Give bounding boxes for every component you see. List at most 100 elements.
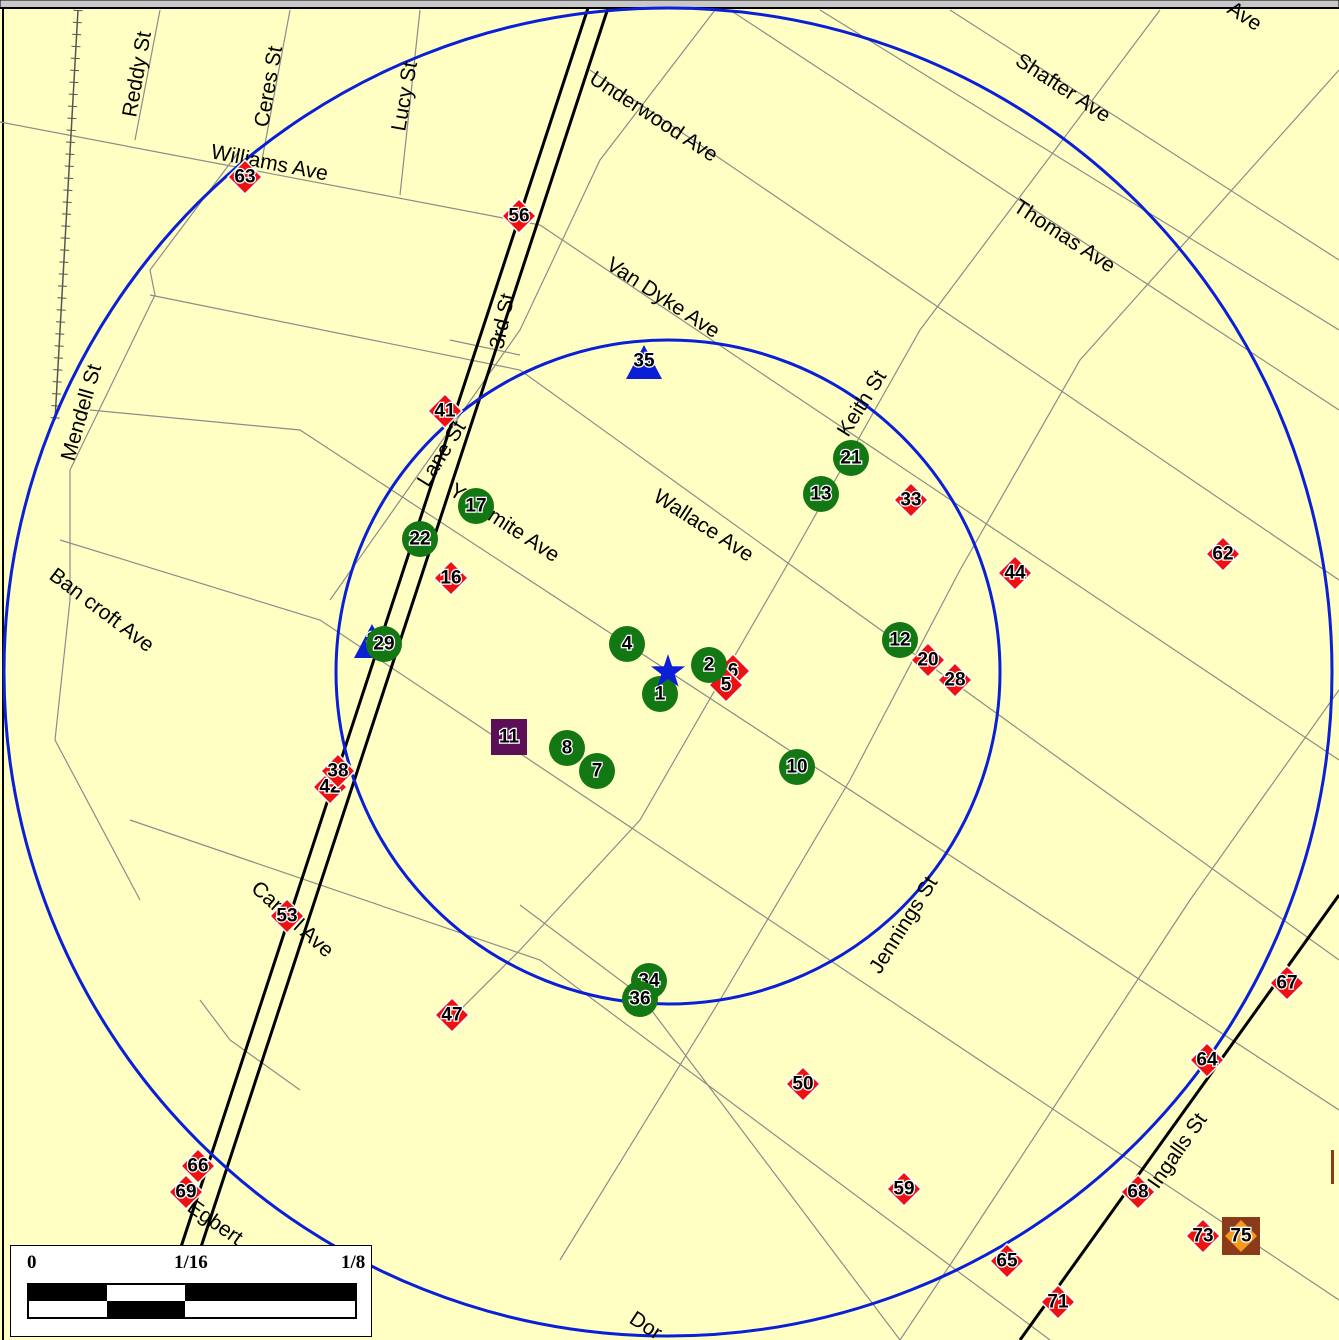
scale-bar-graphic	[27, 1283, 357, 1319]
green-marker-17[interactable]: 17	[458, 488, 494, 524]
green-marker-22[interactable]: 22	[402, 521, 438, 557]
green-circle-shape	[833, 440, 869, 476]
street-jennings	[559, 69, 1339, 1261]
marker-number: 47	[441, 1005, 462, 1026]
purple-square-shape	[491, 719, 527, 755]
red-diamond-shape	[432, 559, 470, 597]
marker-number: 75	[1230, 1226, 1252, 1247]
red-marker-71[interactable]: 71	[1039, 1283, 1077, 1321]
marker-number: 1	[655, 684, 666, 705]
marker-number: 64	[1196, 1050, 1218, 1071]
marker-number: 53	[276, 906, 297, 927]
green-circle-shape	[458, 488, 494, 524]
red-marker-63[interactable]: 63	[226, 158, 264, 196]
marker-number: 7	[592, 761, 603, 782]
green-circle-shape	[642, 676, 678, 712]
marker-number: 16	[440, 568, 461, 589]
red-diamond-shape	[268, 897, 306, 935]
green-circle-shape	[366, 626, 402, 662]
red-diamond-shape	[909, 641, 947, 679]
marker-number: 41	[434, 401, 456, 422]
green-marker-1[interactable]: 1	[642, 676, 678, 712]
scale-tick-0: 0	[27, 1252, 37, 1273]
red-marker-41[interactable]: 41	[426, 392, 464, 430]
street-ceres	[261, 9, 291, 161]
red-marker-66[interactable]: 66	[179, 1147, 217, 1185]
marker-number: 12	[889, 630, 910, 651]
red-diamond-shape	[1039, 1283, 1077, 1321]
radius-rings	[2, 6, 1334, 1338]
center-star-marker	[650, 654, 686, 687]
red-marker-20[interactable]: 20	[909, 641, 947, 679]
red-marker-68[interactable]: 68	[1119, 1173, 1157, 1211]
red-diamond-shape	[1204, 535, 1242, 573]
marker-number: 35	[633, 351, 655, 372]
marker-number: 33	[900, 490, 921, 511]
green-marker-12[interactable]: 12	[882, 622, 918, 658]
street-carroll	[129, 819, 1051, 1340]
green-marker-21[interactable]: 21	[833, 440, 869, 476]
red-marker-16[interactable]: 16	[432, 559, 470, 597]
red-marker-62[interactable]: 62	[1204, 535, 1242, 573]
orange-diamond-markers: 75	[1222, 1217, 1260, 1255]
green-marker-7[interactable]: 7	[579, 753, 615, 789]
star-icon[interactable]	[650, 654, 686, 687]
red-marker-67[interactable]: 67	[1268, 964, 1306, 1002]
green-circle-shape	[803, 476, 839, 512]
street-wallace	[89, 409, 1339, 1111]
marker-number: 29	[373, 634, 394, 655]
rail-line-b	[198, 7, 610, 1251]
square-marker-11[interactable]: 11	[491, 719, 527, 755]
red-diamond-shape	[179, 1147, 217, 1185]
red-marker-53[interactable]: 53	[268, 897, 306, 935]
green-circle-shape	[402, 521, 438, 557]
marker-number: 10	[786, 757, 807, 778]
street-short-sw	[199, 999, 301, 1091]
red-marker-59[interactable]: 59	[885, 1170, 923, 1208]
red-diamond-shape	[319, 752, 357, 790]
red-marker-47[interactable]: 47	[433, 996, 471, 1034]
marker-number: 20	[917, 650, 938, 671]
marker-number: 28	[944, 670, 965, 691]
red-diamond-shape	[426, 392, 464, 430]
marker-number: 38	[327, 761, 348, 782]
green-marker-13[interactable]: 13	[803, 476, 839, 512]
red-marker-65[interactable]: 65	[988, 1242, 1026, 1280]
red-marker-44[interactable]: 44	[996, 554, 1034, 592]
red-marker-50[interactable]: 50	[784, 1065, 822, 1103]
marker-number: 68	[1127, 1182, 1148, 1203]
green-marker-10[interactable]: 10	[779, 749, 815, 785]
red-diamond-shape	[1119, 1173, 1157, 1211]
green-marker-2[interactable]: 2	[691, 647, 727, 683]
red-marker-69[interactable]: 69	[167, 1173, 205, 1211]
orange-marker-75[interactable]: 75	[1222, 1217, 1260, 1255]
street-yosemite	[149, 294, 1339, 961]
green-marker-4[interactable]: 4	[609, 626, 645, 662]
marker-number: 50	[792, 1074, 813, 1095]
street-mendell	[54, 149, 241, 901]
red-diamond-shape	[1188, 1041, 1226, 1079]
green-marker-29[interactable]: 29	[366, 626, 402, 662]
inner-ring	[334, 338, 1002, 1006]
triangle-marker-35[interactable]: 35	[626, 345, 662, 379]
green-marker-36[interactable]: 36	[622, 981, 658, 1017]
scale-tick-1-8: 1/8	[341, 1252, 366, 1273]
marker-number: 56	[508, 206, 529, 227]
green-circle-shape	[579, 753, 615, 789]
red-marker-56[interactable]: 56	[500, 197, 538, 235]
red-marker-38[interactable]: 38	[319, 752, 357, 790]
red-diamond-shape	[936, 661, 974, 699]
green-marker-8[interactable]: 8	[549, 730, 585, 766]
red-diamond-shape	[784, 1065, 822, 1103]
marker-number: 22	[409, 529, 430, 550]
marker-number: 73	[1192, 1226, 1213, 1247]
red-marker-73[interactable]: 73	[1184, 1217, 1222, 1255]
street-ingalls	[899, 689, 1339, 1340]
red-marker-33[interactable]: 33	[892, 481, 930, 519]
red-marker-64[interactable]: 64	[1188, 1041, 1226, 1079]
marker-number: 36	[629, 989, 650, 1010]
red-marker-28[interactable]: 28	[936, 661, 974, 699]
street-network	[0, 9, 1339, 1340]
